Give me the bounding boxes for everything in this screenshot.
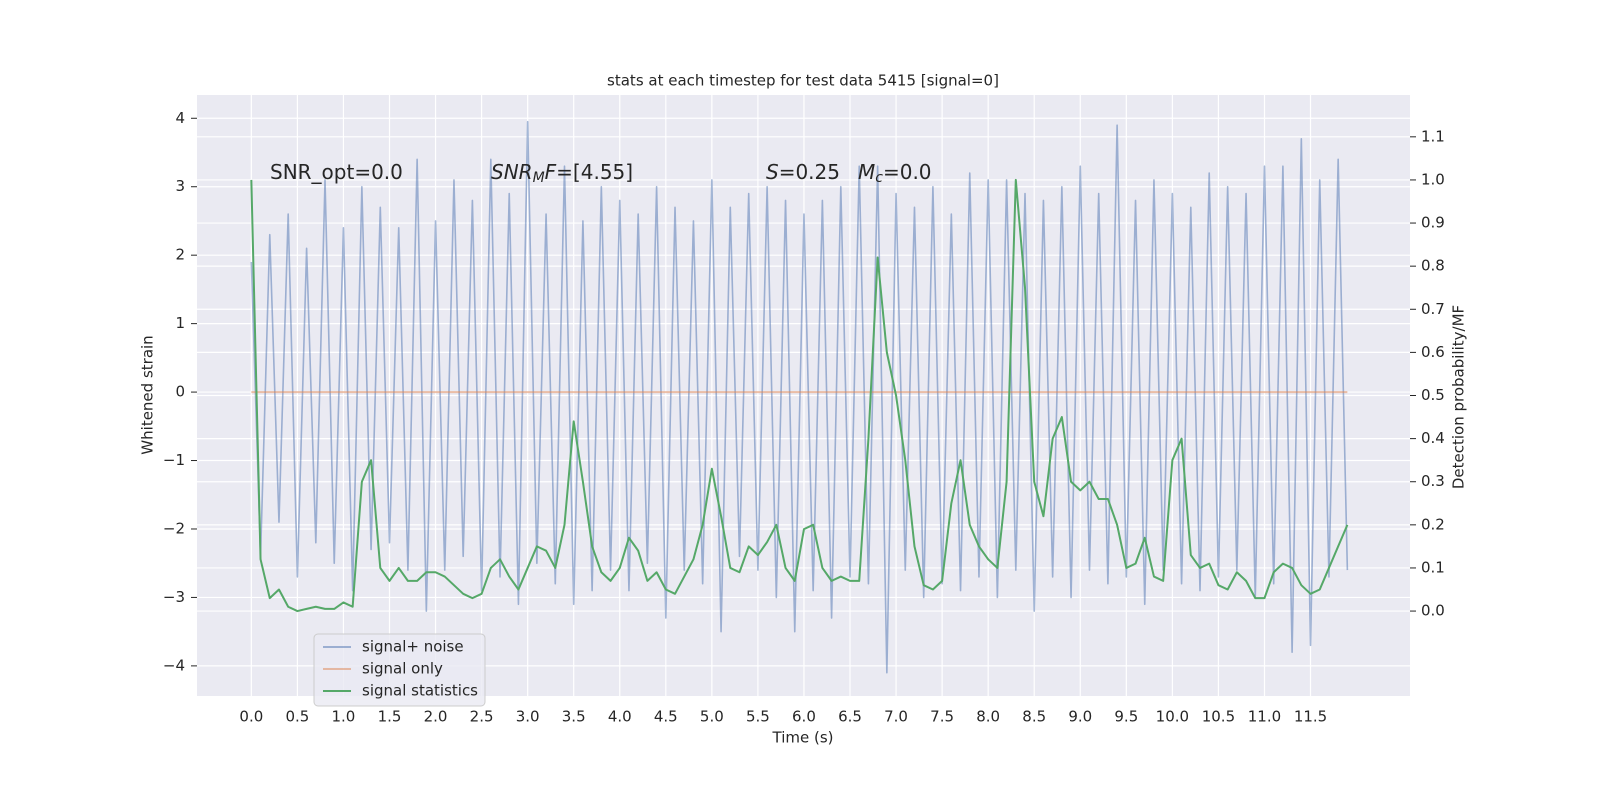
annotation-part: =[4.55] bbox=[556, 160, 633, 184]
x-tick-label: 3.5 bbox=[562, 708, 586, 726]
legend-box bbox=[313, 633, 486, 707]
annotation: S=0.25 bbox=[766, 160, 840, 184]
series-line bbox=[250, 120, 1349, 674]
x-tick-label: 2.0 bbox=[424, 708, 448, 726]
y-tick-label: 1 bbox=[175, 314, 185, 332]
y-tick-label: −4 bbox=[163, 656, 185, 674]
x-tick-label: 10.0 bbox=[1156, 708, 1189, 726]
annotation-part: M bbox=[533, 170, 545, 186]
legend-label: signal only bbox=[362, 660, 443, 678]
x-tick-label: 11.0 bbox=[1248, 708, 1281, 726]
y-tick-label: 4 bbox=[175, 109, 185, 127]
x-tick-label: 6.0 bbox=[792, 708, 816, 726]
x-tick-label: 7.5 bbox=[930, 708, 954, 726]
y2-tick-label: 0.0 bbox=[1421, 602, 1445, 620]
annotation-part: S bbox=[766, 160, 779, 184]
legend-label: signal statistics bbox=[362, 682, 478, 700]
x-tick-label: 1.0 bbox=[332, 708, 356, 726]
legend-label: signal+ noise bbox=[362, 638, 464, 656]
x-tick-label: 8.0 bbox=[976, 708, 1000, 726]
y-tick-label: −1 bbox=[163, 451, 185, 469]
y2-tick-label: 1.1 bbox=[1421, 127, 1445, 145]
x-tick-label: 6.5 bbox=[838, 708, 862, 726]
y2-tick-label: 0.5 bbox=[1421, 386, 1445, 404]
y-tick-label: −2 bbox=[163, 519, 185, 537]
annotation-part: M bbox=[858, 160, 875, 184]
x-tick-label: 2.5 bbox=[470, 708, 494, 726]
x-tick-label: 5.5 bbox=[746, 708, 770, 726]
y2-tick-label: 0.2 bbox=[1421, 515, 1445, 533]
x-tick-label: 9.0 bbox=[1068, 708, 1092, 726]
annotation: Mc=0.0 bbox=[858, 160, 932, 187]
y-tick-label: 3 bbox=[175, 177, 185, 195]
y2-tick-label: 1.0 bbox=[1421, 170, 1445, 188]
annotation: SNRMF=[4.55] bbox=[491, 160, 633, 187]
x-tick-label: 5.0 bbox=[700, 708, 724, 726]
y2-tick-label: 0.6 bbox=[1421, 343, 1445, 361]
x-tick-label: 4.0 bbox=[608, 708, 632, 726]
x-tick-label: 3.0 bbox=[516, 708, 540, 726]
y-tick-label: 0 bbox=[175, 383, 185, 401]
annotation: SNR_opt=0.0 bbox=[270, 160, 403, 184]
annotation-part: =0.0 bbox=[883, 160, 932, 184]
x-tick-label: 1.5 bbox=[378, 708, 402, 726]
x-axis-label: Time (s) bbox=[772, 729, 834, 747]
y2-tick-label: 0.1 bbox=[1421, 558, 1445, 576]
x-tick-label: 10.5 bbox=[1202, 708, 1235, 726]
y2-axis-label: Detection probability/MF bbox=[1450, 305, 1468, 489]
y-tick-label: 2 bbox=[175, 246, 185, 264]
x-tick-label: 4.5 bbox=[654, 708, 678, 726]
annotation-part: F bbox=[545, 160, 557, 184]
y2-tick-label: 0.4 bbox=[1421, 429, 1445, 447]
series-line bbox=[250, 178, 1349, 613]
chart-title: stats at each timestep for test data 541… bbox=[607, 72, 999, 90]
x-tick-label: 11.5 bbox=[1294, 708, 1327, 726]
annotation-part: =0.25 bbox=[779, 160, 840, 184]
x-tick-label: 9.5 bbox=[1114, 708, 1138, 726]
y2-tick-label: 0.9 bbox=[1421, 214, 1445, 232]
y2-tick-label: 0.3 bbox=[1421, 472, 1445, 490]
annotation-part: SNR bbox=[491, 160, 533, 184]
x-tick-label: 0.5 bbox=[285, 708, 309, 726]
y2-tick-label: 0.7 bbox=[1421, 300, 1445, 318]
x-tick-label: 0.0 bbox=[239, 708, 263, 726]
x-tick-label: 8.5 bbox=[1022, 708, 1046, 726]
x-tick-label: 7.0 bbox=[884, 708, 908, 726]
y-tick-label: −3 bbox=[163, 588, 185, 606]
y-axis-label: Whitened strain bbox=[139, 335, 157, 454]
y2-tick-label: 0.8 bbox=[1421, 257, 1445, 275]
annotation-part: c bbox=[875, 170, 883, 186]
annotation-part: SNR_opt=0.0 bbox=[270, 160, 403, 184]
